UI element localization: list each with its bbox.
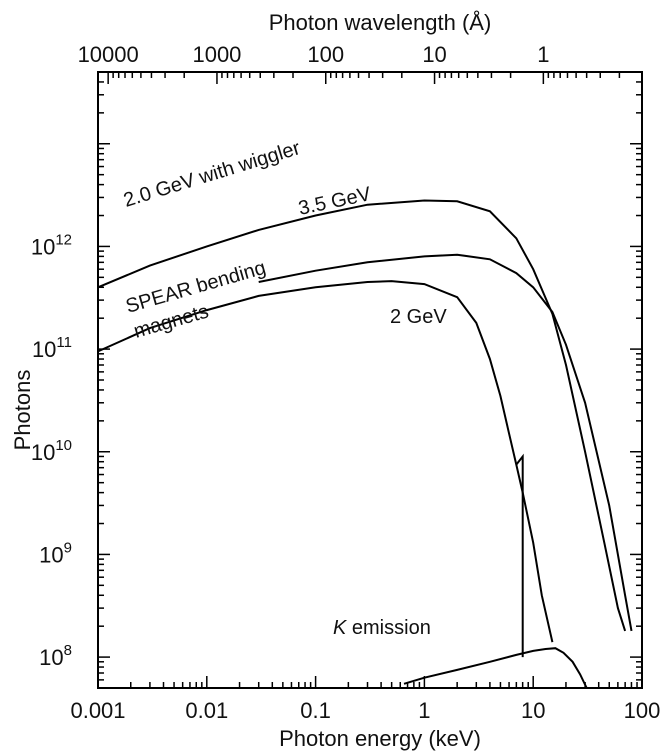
annotation-label: 3.5 GeV [296, 183, 373, 220]
x-tick-label: 1 [418, 698, 430, 723]
x-tick-label: 10 [521, 698, 545, 723]
series-line-2-0-gev-with-wiggler [97, 199, 627, 632]
annotation-label: 2.0 GeV with wiggler [121, 137, 303, 212]
x-tick-label: 0.1 [300, 698, 331, 723]
series-line-3-5-gev [258, 253, 633, 632]
x-tick-label: 100 [624, 698, 661, 723]
y-tick-label-exponent: 8 [64, 642, 72, 659]
y-axis-title: Photons [10, 370, 35, 451]
y-tick-label: 108 [39, 642, 72, 670]
x-axis-title: Photon energy (keV) [279, 726, 481, 751]
y-tick-label: 1010 [31, 437, 72, 465]
x-tick-label: 0.001 [70, 698, 125, 723]
top-tick-label: 10 [422, 42, 446, 67]
series-line-2-gev [515, 453, 524, 658]
top-tick-label: 1 [537, 42, 549, 67]
annotation-italic-k: K [333, 617, 348, 639]
y-tick-label-base: 10 [31, 234, 55, 259]
annotation-label: K emission [333, 617, 431, 639]
y-tick-label: 109 [39, 539, 72, 567]
plot-frame-group [97, 71, 643, 689]
y-tick-label-exponent: 11 [56, 334, 72, 351]
plot-frame [97, 71, 643, 689]
annotation-label: 2 GeV [390, 306, 447, 328]
x-tick-label: 0.01 [185, 698, 228, 723]
axis-ticks-group [97, 71, 643, 689]
series-line-k-emission [403, 647, 588, 689]
top-tick-label: 1000 [192, 42, 241, 67]
y-tick-label: 1012 [31, 231, 72, 259]
top-tick-label: 10000 [78, 42, 139, 67]
y-tick-label-exponent: 9 [64, 539, 72, 556]
y-tick-label-base: 10 [39, 645, 63, 670]
y-tick-label: 1011 [32, 334, 72, 362]
series-group [97, 199, 633, 689]
y-tick-label-exponent: 12 [55, 231, 72, 248]
y-tick-label-base: 10 [39, 542, 63, 567]
y-tick-label-exponent: 10 [55, 437, 72, 454]
top-tick-label: 100 [307, 42, 344, 67]
y-tick-label-base: 10 [31, 440, 55, 465]
top-axis-title: Photon wavelength (Å) [269, 10, 492, 35]
annotation-rest: emission [346, 617, 430, 639]
series-line-spear-bending-magnets [97, 280, 554, 643]
y-tick-label-base: 10 [32, 337, 56, 362]
